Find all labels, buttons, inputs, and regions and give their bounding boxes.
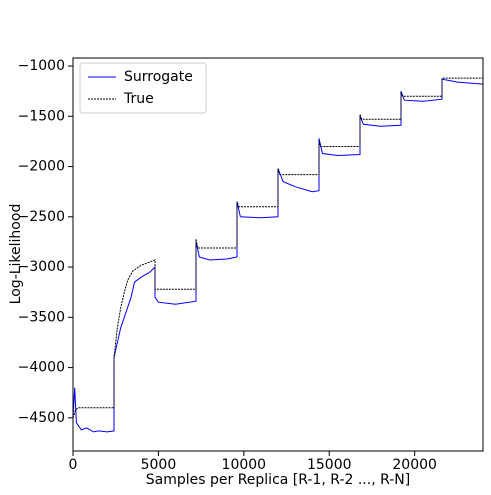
y-tick-label: −2000 bbox=[18, 159, 65, 175]
plot-frame bbox=[72, 57, 484, 452]
x-tick-label: 10000 bbox=[222, 457, 267, 473]
y-tick-label: −4500 bbox=[18, 410, 65, 426]
x-tick-label: 0 bbox=[69, 457, 78, 473]
legend-label: Surrogate bbox=[124, 69, 193, 85]
y-tick-label: −4000 bbox=[18, 360, 65, 376]
legend-box bbox=[79, 62, 207, 114]
y-axis-label: Log-Likelihood bbox=[8, 204, 24, 305]
y-tick-label: −1500 bbox=[18, 108, 65, 124]
line-series bbox=[72, 77, 483, 418]
line-series bbox=[72, 78, 484, 433]
y-tick-label: −1000 bbox=[18, 58, 65, 74]
x-tick-label: 15000 bbox=[307, 457, 352, 473]
y-tick-label: −2500 bbox=[18, 209, 65, 225]
x-axis-label: Samples per Replica [R-1, R-2 ..., R-N] bbox=[146, 472, 411, 488]
y-tick-label: −3500 bbox=[18, 309, 65, 325]
y-tick-label: −3000 bbox=[18, 259, 65, 275]
x-tick-label: 20000 bbox=[392, 457, 437, 473]
legend-label: True bbox=[123, 91, 154, 107]
x-tick-label: 5000 bbox=[141, 457, 177, 473]
